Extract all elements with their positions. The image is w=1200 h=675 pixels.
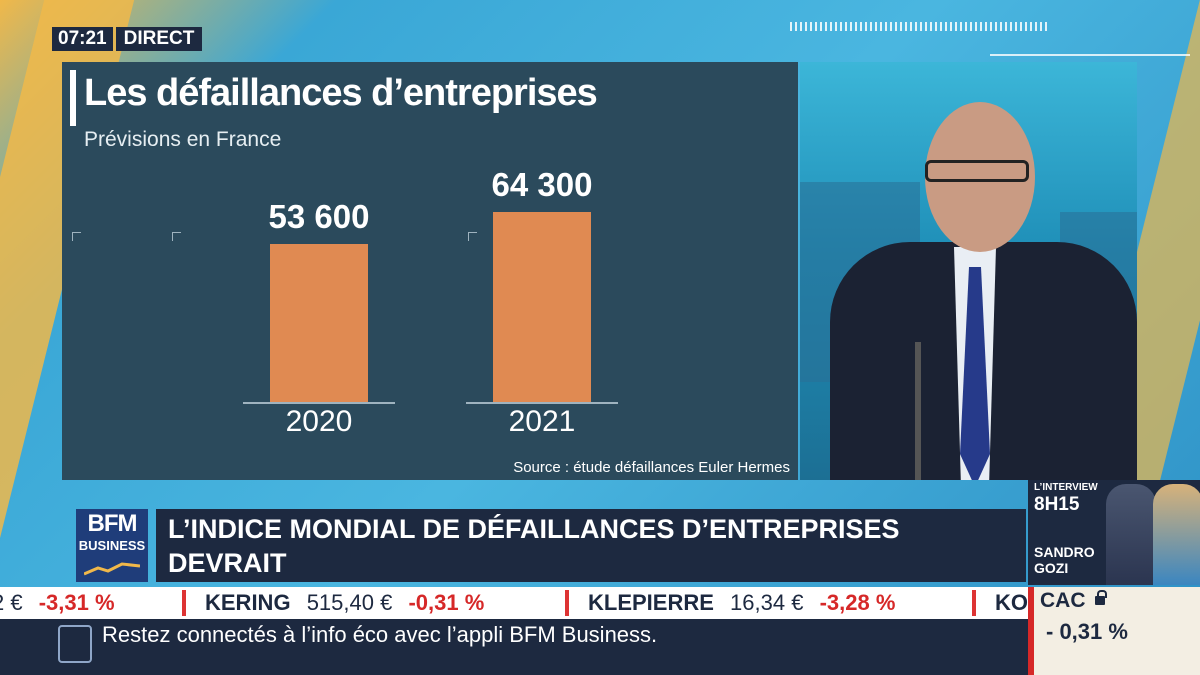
chart-source: Source : étude défaillances Euler Hermes [513,459,790,476]
title-accent [70,70,76,126]
interview-promo: L’INTERVIEW 8H15 SANDRO GOZI [1028,480,1200,585]
stock-ticker: 2 € -3,31 % KERING 515,40 € -0,31 % KLEP… [0,587,1028,619]
ticker-change: -3,28 % [819,590,896,615]
corner-mark [172,232,181,241]
interview-guest: SANDRO GOZI [1034,544,1095,576]
ticker-price: 515,40 € [306,590,393,615]
ticker-separator [565,590,569,616]
bar-value-label: 64 300 [491,166,593,203]
headline-line-1: L’INDICE MONDIAL DE DÉFAILLANCES D’ENTRE… [168,514,900,578]
ticker-change: -3,31 % [38,590,115,615]
chart-title: Les défaillances d’entreprises [84,72,598,114]
guest-head [925,102,1035,252]
ticker-name: KLEPIERRE [588,590,714,615]
ticker-name: KO [995,590,1028,615]
index-accent [1028,587,1034,675]
promo-person-2 [1153,484,1200,585]
category-label: 2021 [508,405,576,438]
ticker-price: 16,34 € [730,590,804,615]
category-label: 2020 [285,405,353,438]
guest-glasses [925,160,1029,182]
baseline [243,402,395,404]
corner-mark [468,232,477,241]
bar-2020 [270,243,368,402]
bar-2021 [493,212,591,402]
decorative-ticks [790,22,1050,31]
logo-text-top: BFM [87,510,138,537]
microphone [915,342,921,480]
ticker-separator [972,590,976,616]
lock-icon [1095,590,1107,605]
baseline [466,402,618,404]
ticker-price: 2 € [0,590,23,615]
info-bar: Restez connectés à l’info éco avec l’app… [0,619,1028,675]
ticker-change: -0,31 % [408,590,485,615]
info-message: Restez connectés à l’info éco avec l’app… [102,622,658,647]
decorative-line [990,54,1190,56]
index-change: - 0,31 % [1046,619,1128,644]
interview-time: 8H15 [1034,494,1080,515]
guest-video [800,62,1137,480]
cac-index-box: CAC - 0,31 % [1028,587,1200,675]
chart-panel: Les défaillances d’entreprises Prévision… [62,62,798,480]
interview-label: L’INTERVIEW [1034,482,1098,493]
bfm-business-logo: BFM BUSINESS [76,509,148,582]
logo-text-bottom: BUSINESS [78,538,146,553]
bar-value-label: 53 600 [268,197,370,235]
trend-line-icon [84,562,140,576]
index-name: CAC [1040,589,1086,612]
chart-subtitle: Prévisions en France [84,128,282,151]
ticker-item: KO [995,587,1028,619]
ticker-item: KERING 515,40 € -0,31 % [205,587,484,619]
phone-icon [58,625,92,663]
ticker-separator [182,590,186,616]
live-clock: 07:21 DIRECT [52,27,203,51]
headline-banner: L’INDICE MONDIAL DE DÉFAILLANCES D’ENTRE… [156,509,1026,612]
corner-mark [72,232,81,241]
live-label: DIRECT [115,27,203,51]
ticker-item: KLEPIERRE 16,34 € -3,28 % [588,587,895,619]
clock-time: 07:21 [52,27,113,51]
ticker-name: KERING [205,590,291,615]
ticker-item: 2 € -3,31 % [0,587,115,619]
promo-person-1 [1106,484,1156,585]
